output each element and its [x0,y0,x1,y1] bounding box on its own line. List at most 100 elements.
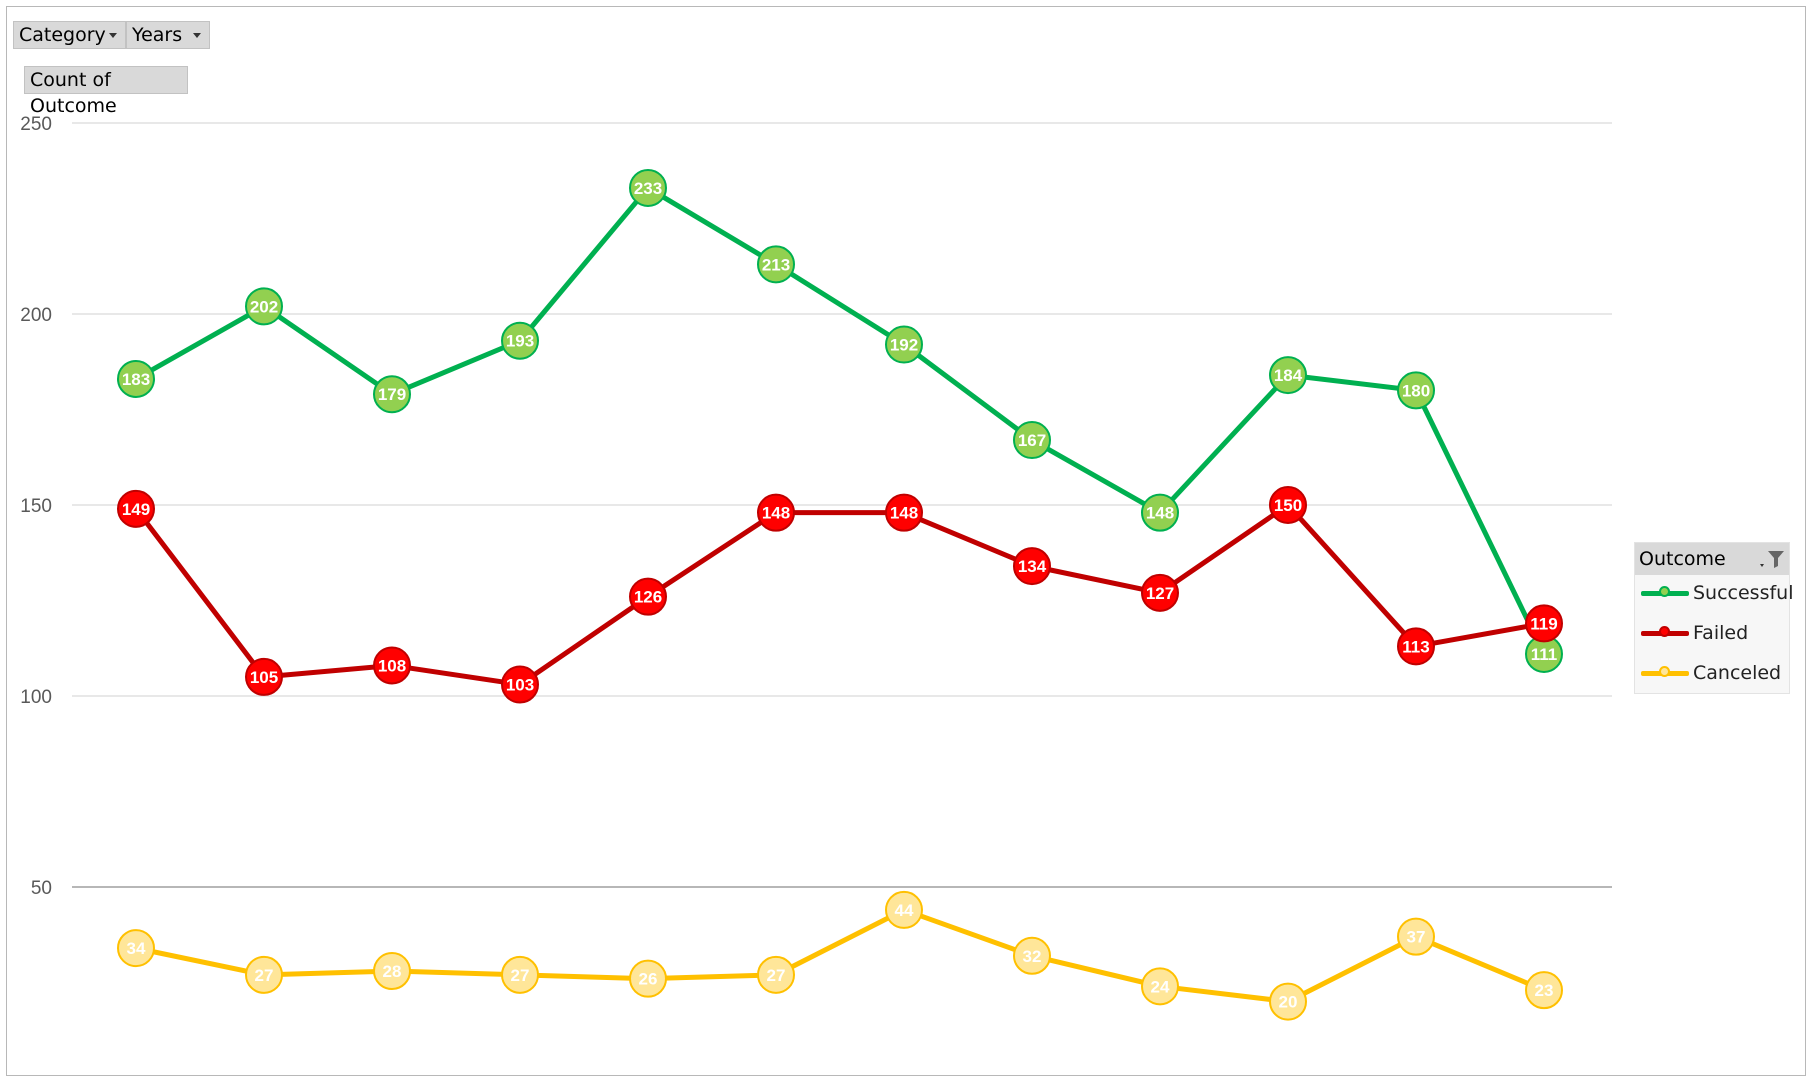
data-label-canceled: 24 [1151,977,1170,996]
data-point-canceled[interactable] [629,959,667,998]
data-point-successful[interactable] [117,359,155,398]
data-label-canceled: 28 [383,962,402,981]
data-label-successful: 184 [1274,366,1303,385]
data-points: 183 202 179 193 233 213 192 167 148 184 180 111 149 1… [117,168,1563,1021]
gridlines [72,122,1612,888]
data-label-canceled: 20 [1279,993,1298,1012]
filter-icon[interactable] [1753,547,1787,571]
data-point-successful[interactable] [1013,421,1051,460]
y-tick-label: 150 [20,496,52,517]
y-tick-label: 250 [20,114,52,135]
data-label-failed: 150 [1274,496,1302,515]
legend-item-failed[interactable]: Failed [1641,620,1748,646]
data-point-canceled[interactable] [1141,967,1179,1006]
data-label-canceled: 34 [127,939,146,958]
data-point-successful[interactable] [1141,493,1179,532]
data-point-successful[interactable] [1397,371,1435,410]
data-point-canceled[interactable] [757,955,795,994]
data-point-successful[interactable] [501,321,539,360]
data-point-successful[interactable] [373,375,411,414]
dropdown-arrow-icon [193,33,201,38]
data-label-successful: 202 [250,297,278,316]
data-label-failed: 103 [506,676,534,695]
data-label-successful: 183 [122,370,150,389]
years-field-label: Years [132,24,183,46]
data-label-successful: 167 [1018,431,1046,450]
legend-marker-swatch [1659,586,1670,597]
value-field-label: Count of Outcome [30,69,117,117]
data-label-failed: 108 [378,656,406,675]
data-label-failed: 113 [1402,637,1429,656]
data-label-canceled: 32 [1023,947,1042,966]
data-label-failed: 148 [890,504,918,523]
data-point-successful[interactable] [1269,356,1307,395]
data-point-canceled[interactable] [117,929,155,968]
data-point-canceled[interactable] [1269,982,1307,1021]
data-point-failed[interactable] [629,577,667,616]
legend-marker-swatch [1659,666,1670,677]
legend-header[interactable]: Outcome [1635,543,1789,575]
data-point-failed[interactable] [1141,573,1179,612]
y-tick-label: 200 [20,305,52,326]
data-label-canceled: 27 [767,966,786,985]
data-point-successful[interactable] [885,325,923,364]
series-lines [133,185,1547,1005]
data-label-failed: 148 [762,504,790,523]
category-field-button[interactable]: Category [13,21,126,49]
data-point-canceled[interactable] [885,890,923,929]
data-label-canceled: 37 [1407,928,1426,947]
legend: Outcome Successful Failed Canceled [1634,542,1794,694]
data-point-canceled[interactable] [1525,971,1563,1010]
data-label-successful: 192 [890,336,918,355]
legend-item-canceled[interactable]: Canceled [1641,660,1781,686]
data-label-failed: 127 [1146,584,1174,603]
years-field-button[interactable]: Years [126,21,210,49]
dropdown-arrow-icon [109,33,117,38]
category-field-label: Category [19,24,106,46]
data-point-canceled[interactable] [373,952,411,991]
series-line-successful [133,185,1547,657]
data-point-failed[interactable] [501,665,539,704]
legend-marker-swatch [1659,626,1670,637]
legend-label: Canceled [1693,662,1782,684]
data-point-canceled[interactable] [501,955,539,994]
data-point-canceled[interactable] [1397,917,1435,956]
data-point-successful[interactable] [245,287,283,326]
data-point-successful[interactable] [757,245,795,284]
data-label-successful: 180 [1402,381,1430,400]
data-label-canceled: 44 [895,901,914,920]
data-point-failed[interactable] [1013,547,1051,586]
y-axis-ticks: 050100150200250 [20,114,52,899]
data-label-canceled: 26 [639,970,658,989]
data-point-failed[interactable] [117,489,155,528]
y-tick-label: 50 [31,878,52,899]
data-label-failed: 119 [1530,614,1557,633]
data-point-canceled[interactable] [245,955,283,994]
y-tick-label: 100 [20,687,52,708]
data-point-successful[interactable] [629,168,667,207]
data-point-failed[interactable] [757,493,795,532]
data-label-failed: 134 [1018,557,1047,576]
data-point-failed[interactable] [373,646,411,685]
legend-item-successful[interactable]: Successful [1641,580,1794,606]
data-label-canceled: 27 [511,966,530,985]
data-point-failed[interactable] [245,657,283,696]
value-field-button[interactable]: Count of Outcome [24,66,188,117]
legend-title: Outcome [1639,548,1726,570]
data-label-canceled: 27 [255,966,274,985]
data-label-successful: 193 [506,332,534,351]
legend-label: Successful [1693,582,1794,604]
data-point-failed[interactable] [885,493,923,532]
data-point-failed[interactable] [1397,627,1435,666]
data-point-canceled[interactable] [1013,936,1051,975]
series-line-failed [133,502,1547,688]
data-label-successful: 148 [1146,504,1174,523]
data-label-failed: 105 [250,668,278,687]
series-line-canceled [133,907,1547,1005]
data-point-failed[interactable] [1269,486,1307,524]
data-point-failed[interactable] [1525,604,1563,643]
data-label-successful: 111 [1531,645,1558,664]
data-label-successful: 213 [762,255,790,274]
data-label-failed: 126 [634,588,662,607]
